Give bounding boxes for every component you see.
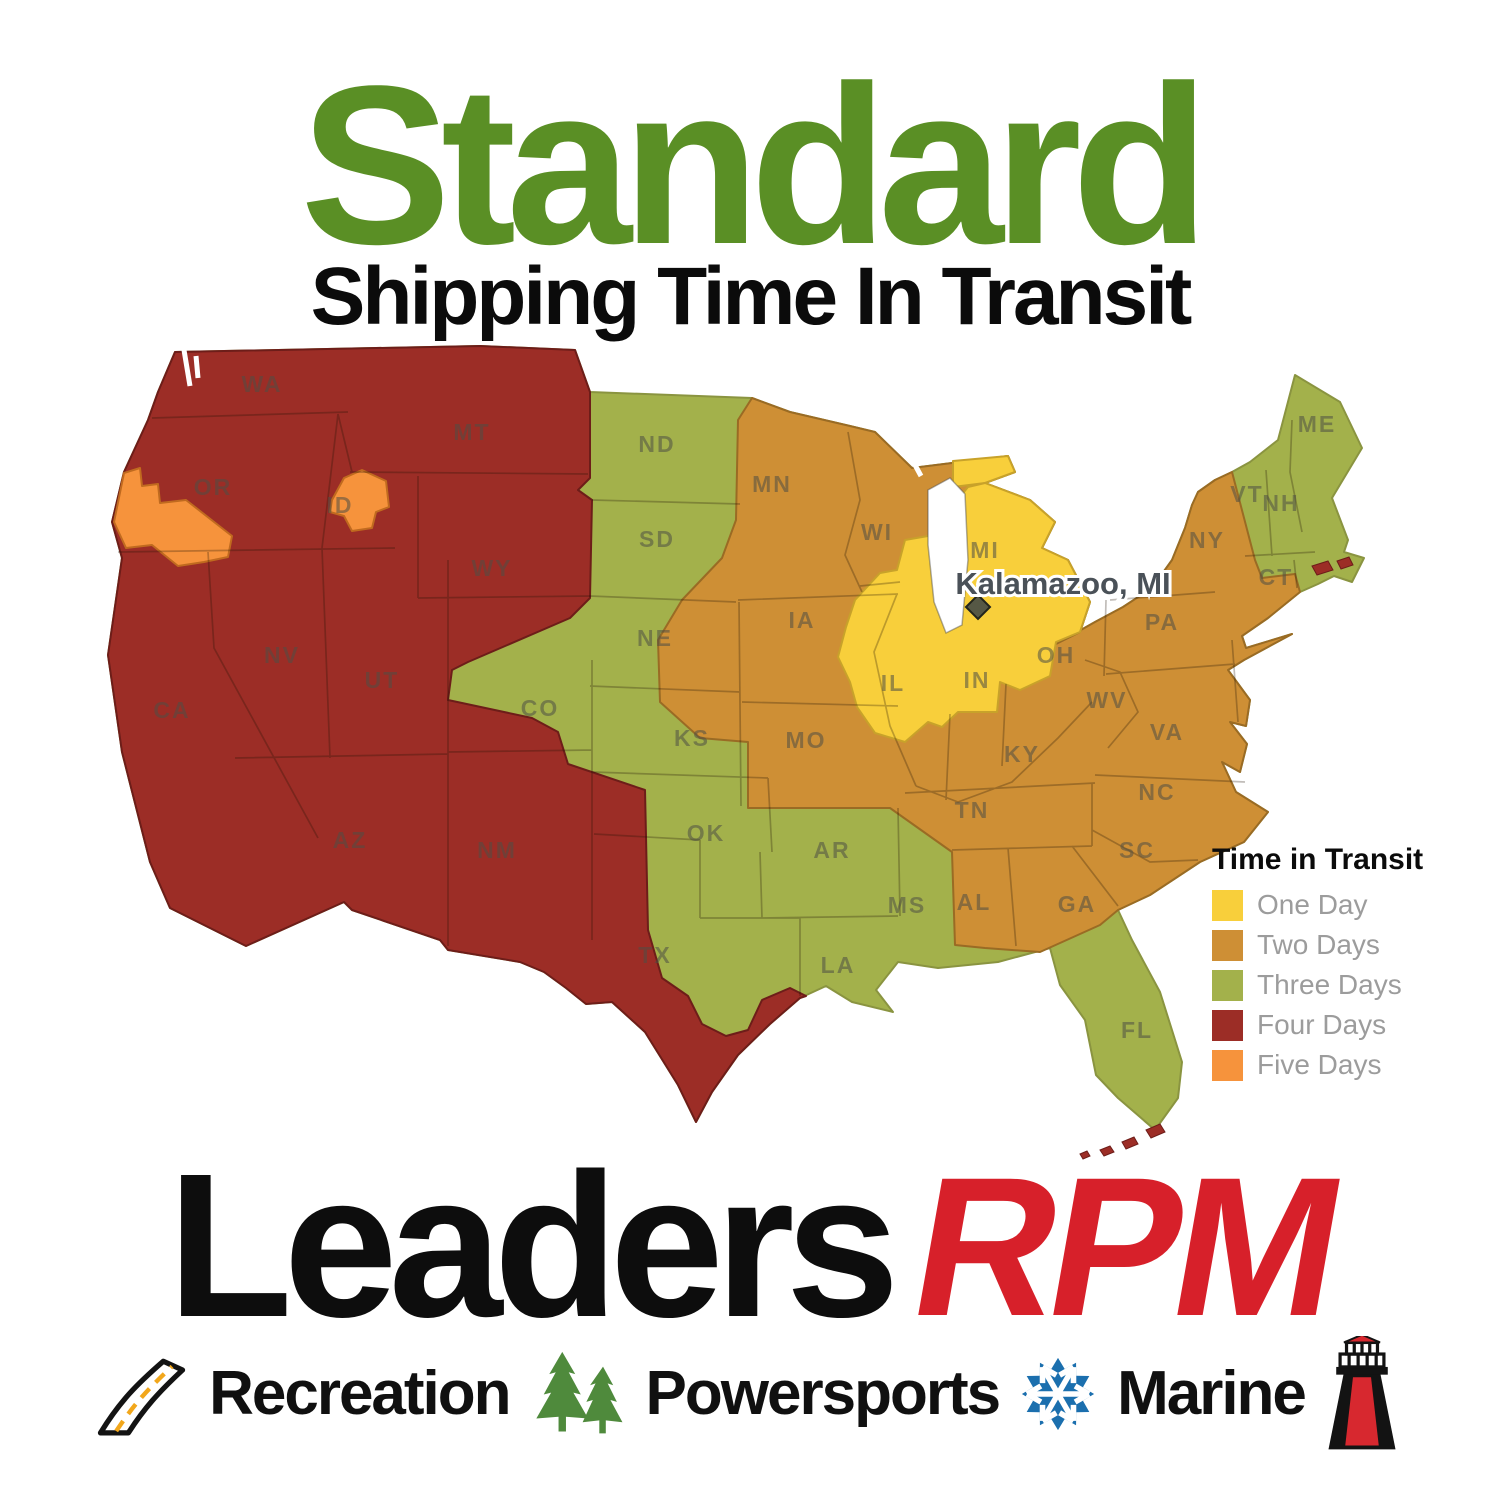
state-label-nv: NV: [264, 642, 300, 668]
state-label-ia: IA: [789, 607, 816, 633]
tagline-recreation: Recreation: [209, 1359, 511, 1428]
brand-rpm: RPM: [897, 1136, 1353, 1357]
page-title: Standard: [300, 38, 1209, 291]
state-label-mt: MT: [453, 419, 490, 445]
state-label-pa: PA: [1145, 609, 1179, 635]
state-label-in: IN: [964, 667, 991, 693]
state-label-mn: MN: [752, 471, 792, 497]
state-label-fl: FL: [1121, 1017, 1153, 1043]
lake-michigan: [927, 477, 969, 635]
legend: Time in Transit One Day Two Days Three D…: [1212, 843, 1423, 1085]
state-label-la: LA: [821, 952, 856, 978]
state-label-nc: NC: [1138, 779, 1175, 805]
legend-item-label: Three Days: [1257, 969, 1402, 1000]
state-label-wa: WA: [241, 371, 282, 397]
state-borders: [117, 411, 1316, 996]
state-label-il: IL: [881, 670, 905, 696]
state-label-wv: WV: [1086, 687, 1127, 713]
lighthouse-icon: [1328, 1336, 1396, 1450]
two-days-swatch: [1212, 929, 1243, 961]
state-label-ok: OK: [687, 820, 726, 846]
state-label-or: OR: [194, 474, 233, 500]
state-label-wy: WY: [471, 555, 512, 581]
state-label-ct: CT: [1259, 564, 1294, 590]
state-label-mo: MO: [785, 727, 826, 753]
state-label-ks: KS: [674, 725, 710, 751]
tagline-powersports: Powersports: [645, 1359, 1002, 1428]
puget-sound: [181, 349, 201, 387]
five-days-swatch: [1212, 1049, 1243, 1081]
legend-item-label: Four Days: [1257, 1009, 1387, 1040]
brand-tagline: Recreation Powersports Marine: [0, 1336, 1500, 1452]
state-label-mi: MI: [970, 537, 1000, 563]
state-label-sd: SD: [639, 526, 675, 552]
state-label-sc: SC: [1119, 837, 1155, 863]
zone-five-days-idaho: [329, 469, 390, 532]
state-label-wi: WI: [861, 519, 893, 545]
state-label-ut: UT: [365, 667, 400, 693]
pine-trees-icon: [535, 1351, 622, 1434]
tagline-marine: Marine: [1117, 1359, 1307, 1428]
page-subtitle: Shipping Time In Transit: [310, 251, 1193, 342]
legend-item-three-days: Three Days: [1212, 965, 1423, 1005]
origin-label: Kalamazoo, MI: [955, 566, 1170, 601]
state-label-va: VA: [1150, 719, 1184, 745]
legend-title: Time in Transit: [1212, 843, 1424, 876]
legend-item-two-days: Two Days: [1212, 925, 1423, 965]
state-label-id: ID: [327, 492, 354, 518]
state-label-ny: NY: [1189, 527, 1225, 553]
state-label-nh: NH: [1262, 490, 1299, 516]
zone-five-days-oregon: [113, 467, 233, 567]
state-label-nm: NM: [477, 837, 517, 863]
state-labels: WA MT OR ID WY NV UT CA AZ NM TX ND SD NE KS CO OK AR LA MS…: [153, 371, 1337, 1043]
three-days-swatch: [1212, 969, 1243, 1001]
road-icon: [97, 1358, 186, 1436]
four-days-swatch: [1212, 1009, 1243, 1041]
state-label-ar: AR: [813, 837, 850, 863]
green-bay: [905, 450, 924, 478]
brand-leaders: Leaders: [167, 1131, 899, 1360]
legend-item-five-days: Five Days: [1212, 1045, 1423, 1085]
origin-marker-icon: [964, 593, 992, 621]
state-label-al: AL: [957, 889, 992, 915]
brand-logo: Leaders RPM: [0, 1131, 1500, 1360]
zone-four-days: [107, 345, 807, 1123]
legend-item-label: Five Days: [1257, 1049, 1382, 1080]
legend-item-one-day: One Day: [1212, 885, 1423, 925]
state-label-me: ME: [1298, 411, 1337, 437]
state-label-tn: TN: [955, 797, 990, 823]
state-label-vt: VT: [1230, 481, 1263, 507]
state-label-ca: CA: [153, 697, 190, 723]
state-label-ky: KY: [1004, 741, 1040, 767]
state-label-az: AZ: [333, 827, 368, 853]
state-label-ms: MS: [888, 892, 927, 918]
one-day-swatch: [1212, 889, 1243, 921]
four-day-islands: [1079, 556, 1354, 1160]
legend-item-label: Two Days: [1257, 929, 1380, 960]
state-label-tx: TX: [638, 942, 671, 968]
state-label-ne: NE: [637, 625, 673, 651]
legend-item-four-days: Four Days: [1212, 1005, 1423, 1045]
state-label-oh: OH: [1037, 642, 1076, 668]
state-label-ga: GA: [1058, 891, 1097, 917]
state-label-nd: ND: [638, 431, 675, 457]
zone-one-day: [837, 482, 1091, 743]
snowflake-icon: [1021, 1357, 1095, 1431]
state-label-co: CO: [521, 695, 560, 721]
legend-item-label: One Day: [1257, 889, 1368, 920]
